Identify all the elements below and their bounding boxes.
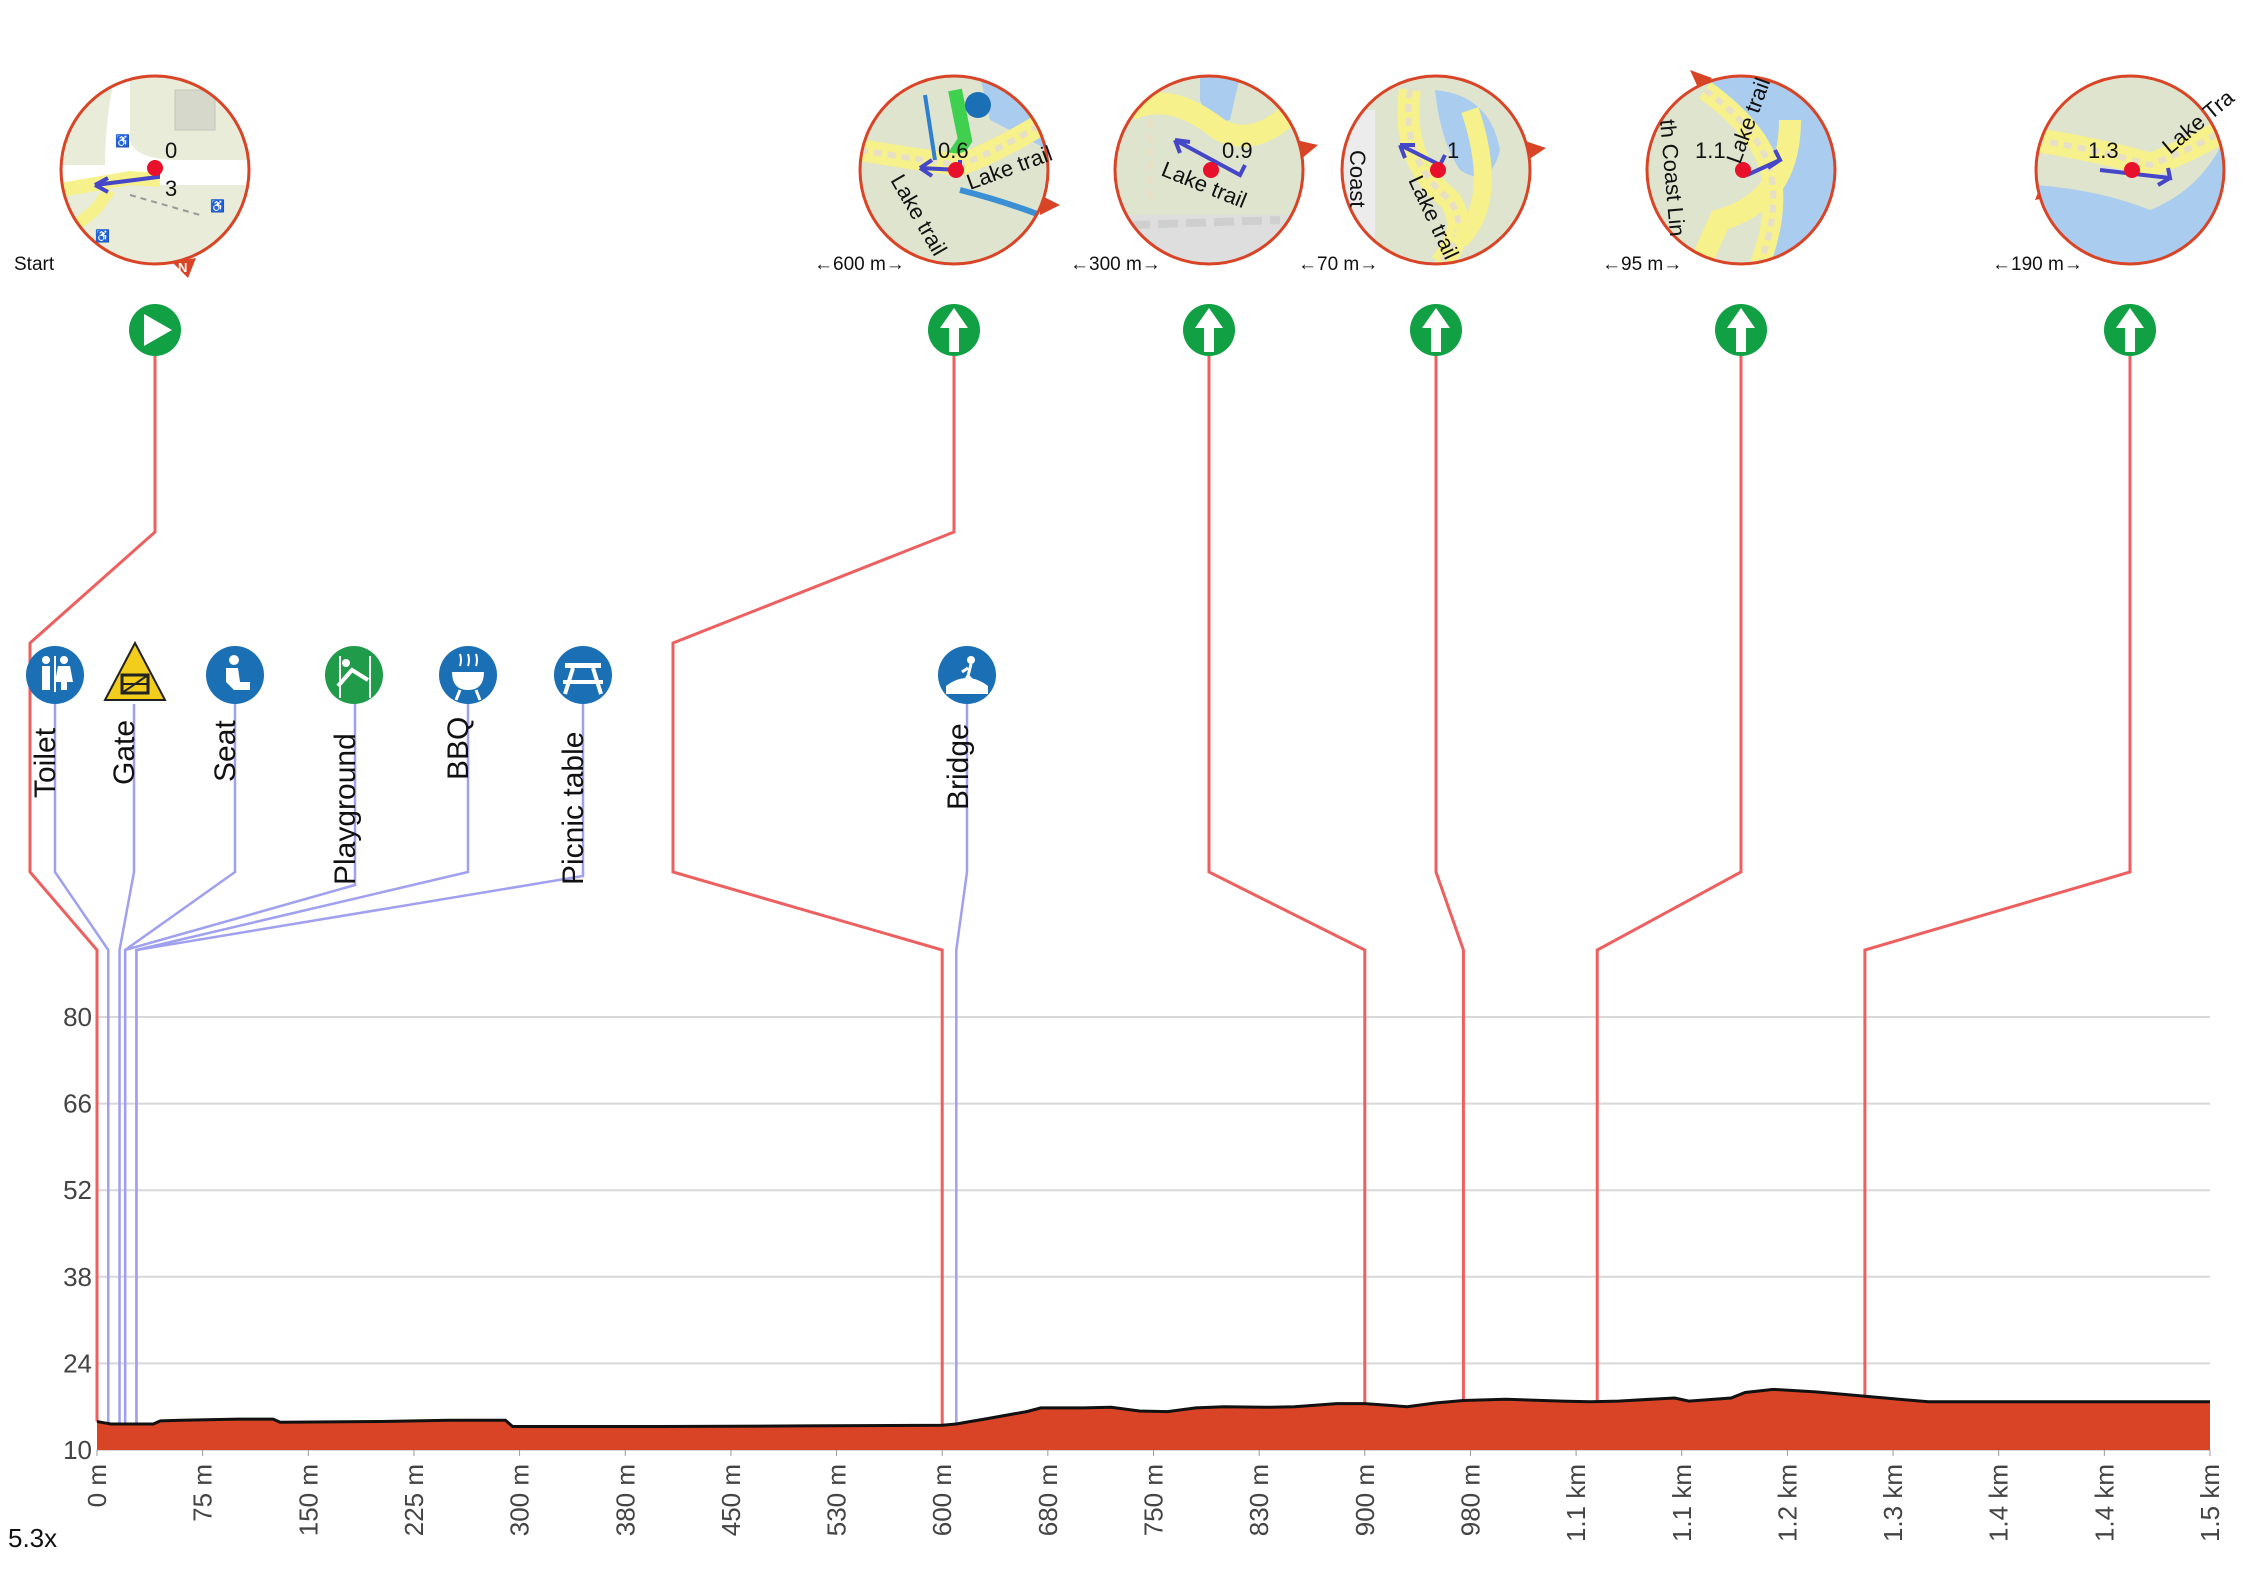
x-tick-label: 830 m — [1244, 1464, 1274, 1536]
gate-icon — [103, 640, 167, 701]
seat-icon — [206, 646, 264, 704]
map-street-label: Coast — [1345, 150, 1370, 207]
route-leader-line — [1434, 356, 1465, 1401]
bridge-icon — [938, 646, 996, 704]
x-tick-label: 1.5 km — [2195, 1464, 2225, 1542]
svg-text:♿: ♿ — [95, 229, 110, 243]
scale-factor-label: 5.3x — [8, 1523, 57, 1553]
poi-leader-line — [53, 704, 110, 1424]
map-km-label: 3 — [165, 176, 177, 201]
route-leader-line — [1863, 356, 2132, 1397]
toilet-icon — [26, 646, 84, 704]
poi-label-picnic-table: Picnic table — [557, 732, 590, 885]
segment-distance-label: ←70 m→ — [1298, 254, 1378, 275]
x-tick-label: 0 m — [82, 1464, 112, 1507]
y-tick-label: 24 — [63, 1348, 92, 1378]
x-tick-label: 600 m — [927, 1464, 957, 1536]
map-km-label: 0 — [165, 138, 177, 163]
north-pointer — [1690, 70, 1712, 92]
route-map-1: 0.6 Lake trail Lake trail — [858, 74, 1060, 266]
map-km-label: 0.6 — [938, 138, 969, 163]
x-tick-label: 1.4 km — [2089, 1464, 2119, 1542]
segment-distance-label: ←95 m→ — [1602, 254, 1682, 275]
poi-leader-line — [135, 704, 585, 1425]
x-tick-label: 900 m — [1350, 1464, 1380, 1536]
straight-arrow-icon — [928, 304, 980, 356]
poi-leader-line — [123, 704, 357, 1425]
poi-label-seat: Seat — [209, 720, 242, 782]
straight-arrow-icon — [2104, 304, 2156, 356]
y-axis: 10 24 38 52 66 80 — [63, 1002, 92, 1465]
x-tick-label: 1.1 km — [1561, 1464, 1591, 1542]
elevation-area — [97, 1389, 2210, 1450]
map-km-label: 1.3 — [2088, 138, 2119, 163]
straight-arrow-icon — [1410, 304, 1462, 356]
poi-label-bbq: BBQ — [442, 717, 475, 780]
grid-lines — [97, 1016, 2210, 1451]
segment-distance-label: ←190 m→ — [1992, 254, 2083, 275]
svg-text:♿: ♿ — [210, 199, 225, 213]
route-leader-line — [1595, 356, 1743, 1402]
start-label: Start — [14, 254, 55, 275]
x-tick-label: 380 m — [610, 1464, 640, 1536]
poi-leader-line — [118, 704, 136, 1425]
x-tick-label: 1.2 km — [1772, 1464, 1802, 1542]
svg-text:♿: ♿ — [115, 134, 130, 148]
x-tick-label: 1.1 km — [1667, 1464, 1697, 1542]
route-leader-line — [1207, 356, 1367, 1404]
x-tick-label: 75 m — [188, 1464, 218, 1522]
route-leader-line — [28, 356, 157, 1422]
playground-icon — [325, 646, 383, 704]
poi-leader-line — [135, 704, 470, 1425]
map-km-label: 0.9 — [1222, 138, 1253, 163]
route-map-3: 1 Lake trail Coast — [1340, 74, 1546, 266]
route-map-4: 1.1 Lake trail th Coast Lin — [1645, 70, 1837, 266]
poi-leader-line — [123, 704, 237, 1425]
route-map-start: N ♿ ♿ ♿ 0 3 — [59, 74, 251, 278]
y-tick-label: 38 — [63, 1262, 92, 1292]
poi-label-gate: Gate — [108, 720, 141, 785]
straight-arrow-icon — [1715, 304, 1767, 356]
poi-label-bridge: Bridge — [942, 723, 975, 810]
poi-leader-lines — [53, 704, 969, 1425]
play-icon — [129, 304, 181, 356]
north-pointer — [1040, 195, 1060, 215]
y-tick-label: 52 — [63, 1175, 92, 1205]
x-tick-label: 150 m — [293, 1464, 323, 1536]
svg-text:N: N — [178, 260, 187, 275]
elevation-line — [96, 1387, 2210, 1428]
north-pointer — [172, 258, 196, 278]
bbq-icon — [439, 646, 497, 704]
route-leader-line — [671, 356, 956, 1426]
poi-leader-line — [955, 704, 969, 1425]
straight-arrow-icon — [1183, 304, 1235, 356]
x-axis: 0 m 75 m 150 m 225 m 300 m 380 m 450 m 530 m 600… — [82, 1450, 2225, 1542]
x-tick-label: 680 m — [1033, 1464, 1063, 1536]
poi-label-playground: Playground — [329, 733, 362, 885]
x-tick-label: 300 m — [505, 1464, 535, 1536]
x-tick-label: 980 m — [1455, 1464, 1485, 1536]
map-km-label: 1 — [1447, 138, 1459, 163]
y-tick-label: 10 — [63, 1435, 92, 1465]
x-tick-label: 225 m — [399, 1464, 429, 1536]
route-map-5: 1.3 Lake Tra — [2034, 74, 2239, 266]
segment-distance-label: ←300 m→ — [1070, 254, 1161, 275]
map-km-label: 1.1 — [1695, 138, 1726, 163]
x-tick-label: 530 m — [822, 1464, 852, 1536]
x-tick-label: 750 m — [1139, 1464, 1169, 1536]
segment-distance-label: ←600 m→ — [814, 254, 905, 275]
x-tick-label: 1.4 km — [1984, 1464, 2014, 1542]
y-tick-label: 80 — [63, 1002, 92, 1032]
poi-label-toilet: Toilet — [29, 727, 62, 798]
route-leader-lines — [28, 356, 2132, 1426]
route-map-2: 0.9 Lake trail — [1113, 74, 1318, 266]
x-tick-label: 1.3 km — [1878, 1464, 1908, 1542]
x-tick-label: 450 m — [716, 1464, 746, 1536]
y-tick-label: 66 — [63, 1089, 92, 1119]
picnic-table-icon — [554, 646, 612, 704]
